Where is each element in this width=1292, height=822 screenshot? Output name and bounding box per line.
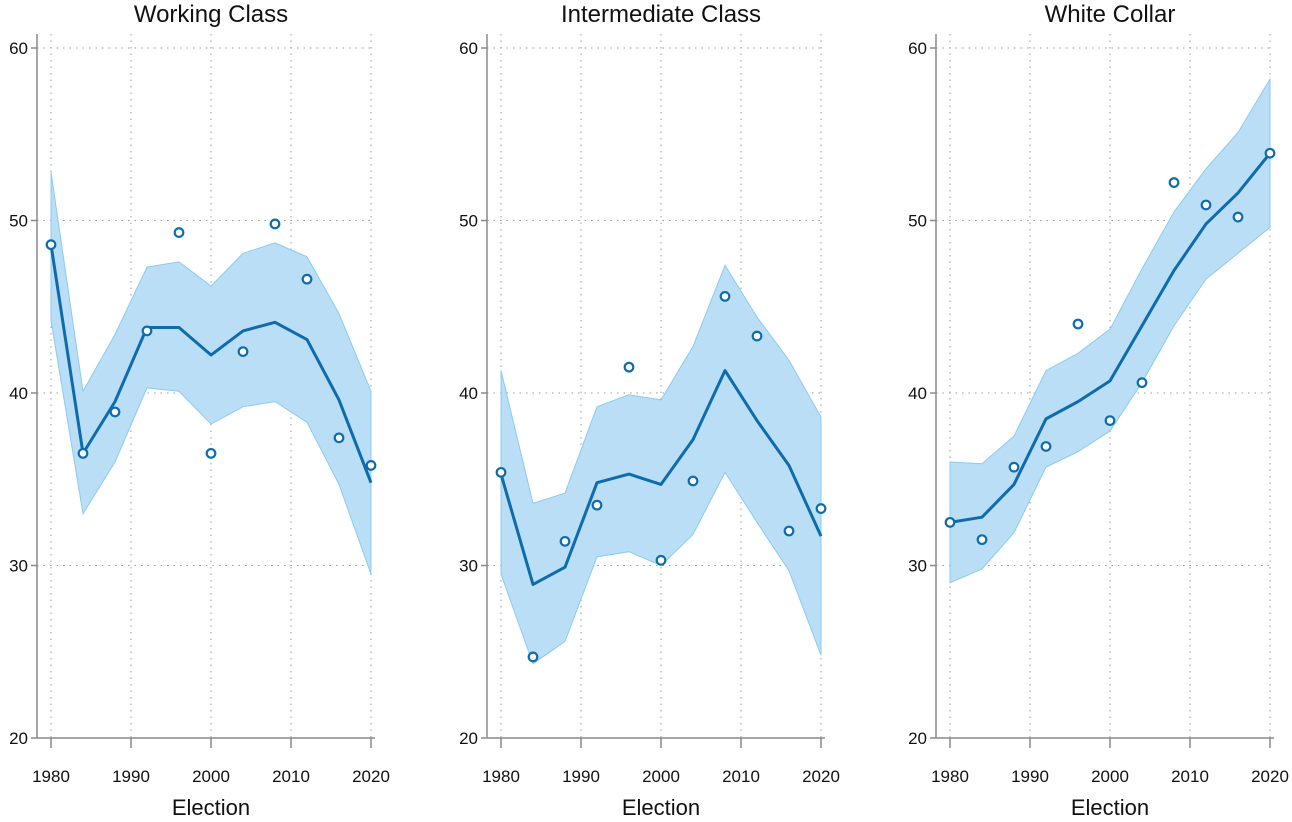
- data-point: [237, 346, 249, 358]
- data-point: [1040, 441, 1052, 452]
- data-point: [976, 534, 988, 546]
- x-tick-label: 2010: [722, 767, 760, 786]
- y-tick-label: 50: [9, 212, 28, 231]
- panel-title: White Collar: [1045, 1, 1176, 28]
- fitted-line: [949, 152, 1272, 524]
- data-point: [783, 525, 795, 537]
- confidence-band: [949, 77, 1271, 584]
- y-tick-label: 40: [9, 384, 28, 403]
- y-tick-label: 20: [908, 729, 927, 748]
- data-point: [1264, 147, 1276, 159]
- y-tick-label: 30: [908, 557, 927, 576]
- data-point: [1200, 199, 1212, 211]
- data-point: [623, 361, 635, 373]
- data-point: [141, 325, 153, 337]
- panel-title: Intermediate Class: [561, 1, 761, 28]
- data-point: [333, 432, 345, 444]
- data-point: [1072, 318, 1084, 330]
- y-tick-label: 40: [459, 384, 478, 403]
- data-point: [591, 499, 603, 511]
- x-tick-label: 1980: [931, 767, 969, 786]
- x-axis-title: Election: [622, 795, 700, 820]
- data-point: [109, 406, 121, 418]
- y-tick-label: 60: [459, 39, 478, 58]
- x-tick-label: 1980: [482, 767, 520, 786]
- data-point: [1008, 461, 1020, 473]
- x-tick-label: 1990: [112, 767, 150, 786]
- x-tick-label: 2020: [1251, 767, 1289, 786]
- y-tick-label: 60: [908, 39, 927, 58]
- y-tick-label: 50: [459, 212, 478, 231]
- x-tick-label: 2010: [1171, 767, 1209, 786]
- data-point: [1168, 177, 1180, 188]
- x-tick-label: 2010: [272, 767, 310, 786]
- data-point: [687, 475, 699, 487]
- data-point: [655, 554, 667, 566]
- y-tick-label: 30: [9, 557, 28, 576]
- y-tick-label: 60: [9, 39, 28, 58]
- x-tick-label: 1980: [32, 767, 70, 786]
- panel-1: Working Class 20 30 40 50 60 1980 1990 2000 2010 2…: [9, 1, 390, 820]
- x-tick-label: 2000: [1091, 767, 1129, 786]
- x-tick-label: 2000: [192, 767, 230, 786]
- y-tick-label: 20: [9, 729, 28, 748]
- data-point: [751, 330, 763, 342]
- data-point: [944, 516, 956, 528]
- data-point: [365, 460, 377, 471]
- confidence-band: [50, 172, 372, 575]
- data-point: [77, 447, 89, 459]
- panel-2: Intermediate Class 20 30 40 50 60 1980 1990 2000…: [459, 1, 840, 820]
- data-point: [205, 447, 217, 459]
- x-tick-label: 1990: [562, 767, 600, 786]
- panel-3: White Collar 20 30 40 50 60 1980 1990 2000 2010 20…: [908, 1, 1289, 820]
- data-point: [495, 466, 507, 478]
- y-tick-label: 30: [459, 557, 478, 576]
- y-tick-label: 40: [908, 384, 927, 403]
- panel-title: Working Class: [134, 1, 288, 28]
- data-point: [269, 218, 281, 230]
- x-tick-label: 2020: [352, 767, 390, 786]
- x-tick-label: 1990: [1011, 767, 1049, 786]
- data-point: [719, 291, 731, 302]
- data-point: [527, 651, 539, 663]
- data-point: [301, 273, 313, 285]
- fitted-line: [49, 244, 373, 484]
- data-point: [1136, 377, 1148, 389]
- data-point: [173, 227, 185, 238]
- y-tick-label: 50: [908, 212, 927, 231]
- data-point: [1232, 211, 1244, 223]
- x-tick-label: 2000: [642, 767, 680, 786]
- fitted-line: [499, 369, 823, 586]
- x-axis-title: Election: [172, 795, 250, 820]
- y-tick-label: 20: [459, 729, 478, 748]
- data-point: [559, 535, 571, 547]
- data-point: [1104, 415, 1116, 427]
- confidence-band: [500, 264, 822, 665]
- data-point: [45, 239, 57, 251]
- x-axis-title: Election: [1071, 795, 1149, 820]
- x-tick-label: 2020: [802, 767, 840, 786]
- data-point: [815, 503, 827, 514]
